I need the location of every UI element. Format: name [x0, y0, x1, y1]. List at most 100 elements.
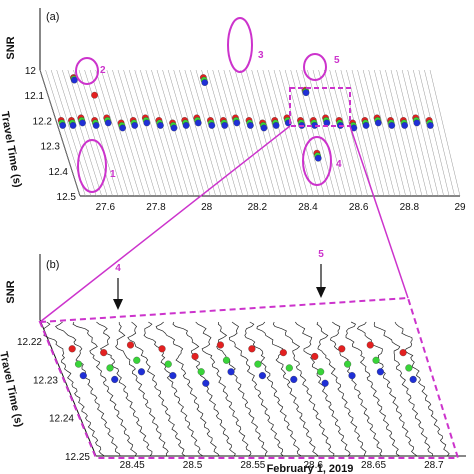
panel-a-grid-line: [67, 69, 108, 197]
panel-a-point-blue: [69, 122, 77, 129]
panel-a-point-blue: [182, 122, 190, 129]
panel-b-pick-blue: [227, 368, 235, 376]
panel-b-y-tick-label: 12.25: [65, 452, 90, 463]
panel-a-grid-line: [89, 69, 130, 197]
panel-a-grid-line: [78, 69, 119, 197]
panel-a-grid-line: [346, 69, 379, 197]
panel-b-pick-green: [106, 364, 114, 372]
annotation-label-2: 2: [100, 65, 106, 76]
panel-a-points: [57, 74, 434, 162]
panel-a-grid-line: [223, 69, 260, 197]
panel-a-y-tick-label: 12.3: [41, 142, 61, 153]
panel-a-grid-line: [190, 69, 227, 197]
panel-a-point-blue: [426, 122, 434, 129]
panel-b-y-axis-label: Travel Time (s): [0, 351, 25, 429]
arrow-label-5: 5: [318, 249, 324, 260]
panel-b-pick-red: [279, 349, 287, 357]
panel-b-pick-blue: [137, 368, 146, 376]
panel-a-grid-line: [106, 69, 146, 197]
panel-a-point-blue: [260, 124, 268, 132]
panel-a-grid-line: [368, 69, 401, 197]
panel-a-grid-line: [117, 69, 157, 197]
panel-a-grid-line: [257, 69, 292, 197]
panel-b-pick-red: [366, 341, 374, 349]
panel-a-grid-line: [312, 69, 347, 197]
panel-b-y-ticks: 12.22 12.23 12.24 12.25: [17, 337, 90, 463]
panel-b-x-tick-label: 28.7: [424, 460, 444, 471]
panel-a-grid-line: [396, 69, 428, 197]
panel-a-grid-line: [351, 69, 385, 197]
panel-b-y-tick-label: 12.23: [33, 375, 58, 386]
panel-b-x-tick-label: 28.45: [120, 460, 145, 471]
panel-b-pick-blue: [348, 372, 356, 380]
panel-b-pick-green: [197, 368, 205, 376]
panel-b-trace: [394, 321, 450, 457]
panel-a-point-blue: [208, 122, 216, 129]
annotation-ellipse-2: [75, 57, 99, 85]
panel-b-trace: [345, 321, 401, 457]
panel-a-grid-line: [95, 69, 135, 197]
panel-a-grid-line: [424, 69, 455, 197]
panel-a-grid-line: [413, 69, 444, 197]
panel-b-pick-red: [100, 349, 108, 357]
panel-a-grid-line: [201, 69, 238, 197]
panel-a-grid-line: [418, 69, 450, 197]
panel-a-point-blue: [194, 119, 202, 127]
panel-b-pick-blue: [111, 375, 119, 383]
panel-b-pick-red: [399, 349, 407, 357]
panel-a-x-tick-label: 29: [454, 202, 466, 213]
panel-a-grid-line: [407, 69, 439, 197]
panel-b-pick-red: [191, 352, 199, 361]
annotation-ellipse-5: [303, 53, 327, 81]
panel-a-grid-line: [145, 69, 184, 197]
panel-a-grid-line: [84, 69, 124, 197]
panel-a-grid-line: [101, 69, 140, 197]
panel-a-point-blue: [70, 76, 78, 84]
panel-b-x-tick-label: 28.6: [303, 460, 323, 471]
zoom-connector-left: [39, 125, 291, 323]
panel-a-grid-line: [50, 69, 92, 197]
panel-a-point-blue: [314, 154, 322, 162]
panel-b-pick-green: [164, 360, 172, 368]
panel-a-x-tick-label: 27.6: [96, 202, 116, 213]
panel-b-pick-blue: [376, 368, 384, 376]
arrow-4-head: [113, 299, 123, 310]
panel-a-grid-line: [245, 69, 282, 197]
panel-a-grid-line: [234, 69, 271, 197]
panel-a-y-ticks: 12 12.1 12.2 12.3 12.4 12.5: [25, 66, 77, 203]
panel-a-grid-line: [151, 69, 189, 197]
panel-a-point-blue: [143, 119, 151, 127]
panel-a-grid-line: [318, 69, 352, 197]
panel-a-grid-line: [335, 69, 368, 197]
panel-b-x-tick-label: 28.55: [240, 460, 265, 471]
panel-b-trace: [373, 321, 434, 457]
panel-b-label: (b): [46, 259, 59, 271]
panel-a-grid-line: [195, 69, 233, 197]
annotation-ellipse-1: [77, 139, 107, 193]
panel-a-grid-line: [329, 69, 363, 197]
panel-a-y-tick-label: 12.4: [49, 167, 69, 178]
arrow-5-head: [316, 287, 326, 298]
annotation-ellipse-4: [302, 136, 332, 186]
panel-b-pick-red: [126, 341, 135, 349]
panel-b-picks: [68, 341, 417, 387]
panel-a-x-tick-label: 28: [201, 202, 213, 213]
panel-b-trace: [295, 321, 351, 457]
annotation-label-5: 5: [334, 55, 340, 66]
panel-a-grid-line: [56, 69, 97, 197]
panel-a-grid-line: [390, 69, 423, 197]
panel-b-pick-blue: [290, 375, 298, 383]
panel-a-grid-line: [340, 69, 374, 197]
panel-a-grid-line: [140, 69, 178, 197]
annotation-ellipse-3: [227, 17, 253, 73]
panel-b-pick-blue: [79, 372, 87, 380]
panel-a-point-blue: [388, 122, 396, 129]
panel-a-label: (a): [46, 11, 59, 23]
panel-a-grid-line: [374, 69, 406, 197]
panel-a-point-red: [91, 91, 98, 99]
panel-a-grid-line: [296, 69, 330, 197]
panel-a-point-blue: [59, 122, 67, 129]
panel-a-grid-line: [429, 69, 461, 197]
panel-b-trace: [244, 321, 302, 457]
panel-a-x-tick-label: 28.6: [349, 202, 369, 213]
